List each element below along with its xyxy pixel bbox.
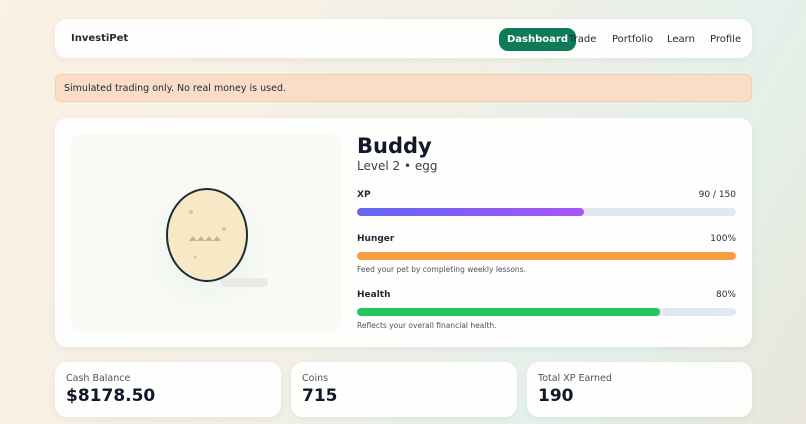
nav-item[interactable]: Portfolio	[612, 34, 654, 45]
stat-value: $8178.50	[66, 386, 156, 406]
stat-label: XP	[357, 190, 371, 200]
stat-card: Coins 715	[291, 362, 517, 417]
stat-note: Feed your pet by completing weekly lesso…	[357, 265, 526, 274]
stat-card: Total XP Earned 190	[527, 362, 752, 417]
progress-fill	[357, 208, 585, 216]
brand: InvestiPet	[71, 33, 129, 44]
navbar: InvestiPet Dashboard Trade Portfolio Lea…	[55, 19, 752, 58]
stat-value: 80%	[715, 290, 736, 300]
stat-value: 90 / 150	[698, 190, 736, 200]
banner: Simulated trading only. No real money is…	[55, 74, 752, 102]
stat-label: Health	[357, 290, 391, 300]
nav-item[interactable]: Dashboard	[499, 28, 576, 51]
nav-item[interactable]: Learn	[667, 34, 695, 45]
stat-label: Coins	[302, 373, 329, 384]
stat-label: Hunger	[357, 234, 395, 244]
pet-name: Buddy	[357, 134, 432, 158]
pet-level: Level 2 • egg	[357, 159, 438, 173]
pet-panel	[71, 134, 341, 331]
stat-value: 100%	[710, 234, 736, 244]
progress-fill	[357, 308, 661, 316]
progress-track	[357, 208, 736, 216]
stat-label: Cash Balance	[66, 373, 131, 384]
stat-value: 715	[302, 386, 338, 406]
progress-fill	[357, 252, 736, 260]
stat-label: Total XP Earned	[538, 373, 612, 384]
stat-card: Cash Balance $8178.50	[55, 362, 281, 417]
nav-item[interactable]: Trade	[569, 34, 597, 45]
progress-track	[357, 308, 736, 316]
stat-note: Reflects your overall financial health.	[357, 321, 497, 330]
pet-illustration	[132, 174, 282, 324]
progress-track	[357, 252, 736, 260]
nav-item[interactable]: Profile	[710, 34, 742, 45]
stat-value: 190	[538, 386, 574, 406]
